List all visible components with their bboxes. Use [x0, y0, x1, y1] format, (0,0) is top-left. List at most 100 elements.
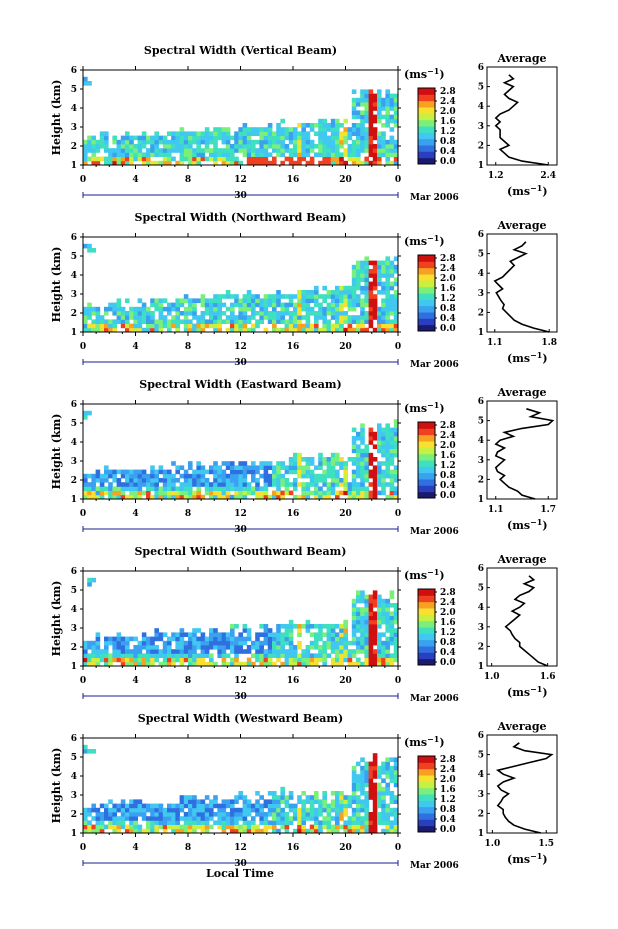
heatmap-cell	[368, 436, 374, 441]
heatmap-cell	[280, 473, 285, 479]
heatmap-cell	[200, 294, 206, 299]
heatmap-cell	[196, 636, 201, 642]
heatmap-cell	[301, 803, 306, 809]
heatmap-cell	[356, 431, 361, 437]
heatmap-cell	[372, 311, 378, 316]
heatmap-cell	[351, 486, 357, 491]
heatmap-cell	[133, 323, 138, 329]
heatmap-cell	[309, 160, 315, 166]
heatmap-cell	[99, 473, 105, 479]
heatmap-cell	[196, 156, 201, 162]
heatmap-cell	[192, 645, 197, 650]
heatmap-cell	[154, 628, 159, 633]
heatmap-cell	[389, 765, 395, 771]
heatmap-cell	[318, 653, 323, 658]
heatmap-cell	[318, 118, 323, 124]
heatmap-cell	[91, 473, 96, 479]
heatmap-cell	[372, 152, 378, 157]
heatmap-cell	[267, 820, 273, 825]
heatmap-cell	[129, 636, 134, 642]
heatmap-cell	[188, 473, 193, 479]
heatmap-cell	[154, 139, 159, 145]
heatmap-cell	[335, 791, 340, 796]
heatmap-cell	[284, 323, 290, 329]
colorbar-segment	[418, 267, 435, 275]
heatmap-cell	[129, 156, 134, 162]
heatmap-cell	[129, 661, 134, 667]
heatmap-cell	[393, 302, 399, 308]
heatmap-cell	[389, 298, 395, 303]
heatmap-cell	[171, 315, 176, 320]
heatmap-cell	[87, 582, 92, 587]
heatmap-cell	[87, 248, 92, 253]
heatmap-cell	[385, 812, 390, 817]
heatmap-cell	[120, 135, 126, 141]
heatmap-cell	[335, 469, 340, 475]
heatmap-cell	[221, 632, 227, 637]
heatmap-cell	[377, 323, 382, 329]
heatmap-cell	[385, 93, 390, 99]
heatmap-cell	[104, 645, 109, 650]
heatmap-cell	[196, 298, 201, 303]
heatmap-cell	[204, 298, 210, 303]
heatmap-cell	[162, 649, 168, 654]
heatmap-cell	[318, 160, 323, 166]
heatmap-cell	[242, 123, 248, 128]
heatmap-cell	[301, 306, 306, 312]
heatmap-cell	[368, 624, 374, 629]
heatmap-cell	[141, 469, 147, 475]
heatmap-cell	[146, 152, 151, 157]
heatmap-cell	[238, 795, 243, 800]
heatmap-cell	[91, 645, 96, 650]
heatmap-cell	[364, 469, 369, 475]
heatmap-cell	[301, 139, 306, 145]
colorbar-tick-label: 1.6	[440, 284, 456, 294]
heatmap-cell	[154, 486, 159, 491]
heatmap-cell	[272, 812, 277, 817]
heatmap-cell	[326, 807, 332, 813]
heatmap-cell	[356, 657, 361, 663]
heatmap-cell	[112, 311, 117, 316]
heatmap-cell	[360, 628, 365, 633]
heatmap-cell	[83, 315, 88, 320]
heatmap-cell	[95, 327, 101, 333]
heatmap-cell	[377, 782, 382, 788]
heatmap-cell	[234, 624, 239, 629]
heatmap-cell	[108, 653, 113, 658]
heatmap-cell	[251, 148, 256, 153]
heatmap-cell	[377, 148, 382, 153]
heatmap-cell	[284, 311, 290, 316]
heatmap-cell	[368, 619, 374, 625]
heatmap-cell	[209, 640, 214, 646]
heatmap-cell	[368, 649, 374, 654]
heatmap-cell	[297, 311, 302, 316]
heatmap-cell	[309, 461, 315, 466]
heatmap-cell	[120, 306, 126, 312]
heatmap-cell	[263, 160, 269, 166]
heatmap-cell	[183, 315, 189, 320]
heatmap-cell	[133, 306, 138, 312]
heatmap-cell	[154, 645, 159, 650]
heatmap-cell	[339, 640, 344, 646]
heatmap-cell	[267, 632, 273, 637]
heatmap-cell	[360, 269, 365, 274]
heatmap-cell	[192, 494, 197, 500]
x-tick-label: 16	[287, 843, 300, 853]
heatmap-cell	[162, 482, 168, 487]
heatmap-cell	[280, 645, 285, 650]
heatmap-cell	[167, 803, 172, 809]
heatmap-cell	[389, 427, 395, 433]
heatmap-cell	[360, 452, 365, 458]
heatmap-cell	[335, 795, 340, 800]
heatmap-cell	[284, 148, 290, 153]
heatmap-cell	[192, 657, 197, 663]
heatmap-cell	[389, 269, 395, 274]
colorbar-tick-label: 2.8	[440, 421, 456, 431]
heatmap-cell	[335, 816, 340, 821]
heatmap-cell	[141, 144, 147, 149]
heatmap-cell	[314, 294, 319, 299]
heatmap-cell	[301, 323, 306, 329]
heatmap-cell	[83, 816, 88, 821]
heatmap-cell	[87, 749, 92, 754]
heatmap-cell	[196, 628, 201, 633]
